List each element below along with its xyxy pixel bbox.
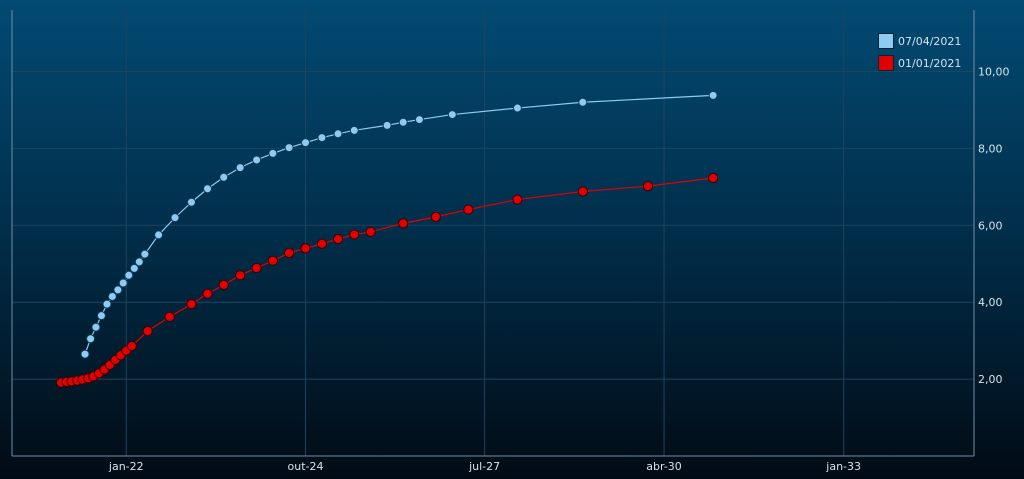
- data-point-series-1: [512, 103, 522, 113]
- legend-swatch-series-1: [878, 33, 894, 49]
- data-point-series-2: [126, 340, 137, 352]
- data-point-series-2: [430, 211, 441, 222]
- legend-item-series-1[interactable]: 07/04/2021: [878, 30, 961, 52]
- y-tick-label: 2,00: [978, 373, 1003, 386]
- legend-swatch-series-2: [878, 55, 894, 71]
- data-point-series-1: [333, 129, 343, 139]
- legend-label-series-1: 07/04/2021: [898, 34, 962, 48]
- data-point-series-1: [578, 97, 588, 107]
- data-point-series-1: [382, 120, 392, 130]
- data-point-series-1: [284, 143, 294, 153]
- data-point-series-2: [398, 218, 409, 229]
- chart-grid: [12, 10, 974, 456]
- data-point-series-2: [284, 247, 295, 259]
- legend-item-series-2[interactable]: 01/01/2021: [878, 52, 961, 74]
- x-tick-label: jul-27: [468, 460, 500, 473]
- data-point-series-1: [252, 155, 262, 165]
- data-point-series-2: [365, 226, 376, 237]
- data-point-series-1: [86, 334, 96, 344]
- x-tick-label: jan-33: [825, 460, 861, 473]
- data-point-series-2: [164, 311, 175, 322]
- data-point-series-2: [235, 270, 246, 281]
- data-point-series-2: [300, 243, 311, 254]
- x-tick-label: out-24: [288, 460, 324, 473]
- data-point-series-1: [349, 125, 359, 135]
- data-point-series-1: [154, 230, 164, 240]
- chart-axes: jan-22 out-24 jul-27 abr-30 jan-33 2,00 4,00 6,…: [11, 10, 1010, 473]
- data-point-series-2: [642, 180, 654, 192]
- data-point-series-1: [203, 184, 213, 194]
- data-point-series-1: [107, 291, 117, 301]
- data-point-series-1: [398, 117, 408, 127]
- data-point-series-1: [219, 172, 229, 182]
- data-point-series-1: [140, 249, 150, 259]
- y-tick-label: 6,00: [978, 219, 1003, 232]
- data-point-series-2: [251, 262, 262, 274]
- data-point-series-2: [512, 194, 523, 205]
- data-point-series-1: [317, 133, 327, 143]
- data-point-series-2: [142, 325, 153, 337]
- y-tick-label: 8,00: [978, 142, 1003, 155]
- data-point-series-1: [102, 299, 112, 309]
- data-point-series-2: [316, 238, 328, 249]
- data-point-series-1: [96, 311, 106, 321]
- data-point-series-1: [129, 263, 139, 273]
- data-point-series-1: [91, 322, 101, 332]
- data-point-series-1: [80, 349, 90, 359]
- data-point-series-2: [218, 279, 229, 291]
- data-point-series-1: [113, 285, 123, 295]
- data-point-series-2: [463, 204, 474, 215]
- y-tick-label: 4,00: [978, 296, 1003, 309]
- chart-legend: 07/04/2021 01/01/2021: [878, 30, 961, 74]
- x-tick-label: abr-30: [646, 460, 682, 473]
- data-point-series-1: [414, 115, 424, 125]
- x-tick-label: jan-22: [108, 460, 144, 473]
- data-point-series-1: [186, 197, 196, 207]
- data-point-series-2: [267, 255, 278, 266]
- data-point-series-1: [235, 163, 245, 173]
- y-tick-label: 10,00: [978, 66, 1010, 79]
- data-point-series-2: [332, 234, 344, 245]
- data-point-series-2: [577, 186, 588, 197]
- data-point-series-1: [447, 110, 457, 120]
- data-point-series-1: [170, 213, 180, 223]
- legend-label-series-2: 01/01/2021: [898, 56, 962, 70]
- data-point-series-2: [202, 288, 213, 299]
- series-line-2: [61, 177, 714, 384]
- data-point-series-1: [708, 90, 718, 100]
- data-point-series-2: [708, 172, 719, 184]
- chart-series: [55, 90, 719, 388]
- data-point-series-1: [118, 278, 128, 288]
- data-point-series-1: [268, 148, 278, 158]
- data-point-series-2: [186, 299, 197, 310]
- data-point-series-2: [349, 229, 360, 240]
- data-point-series-1: [134, 257, 144, 267]
- data-point-series-1: [301, 138, 311, 148]
- data-point-series-1: [124, 270, 134, 280]
